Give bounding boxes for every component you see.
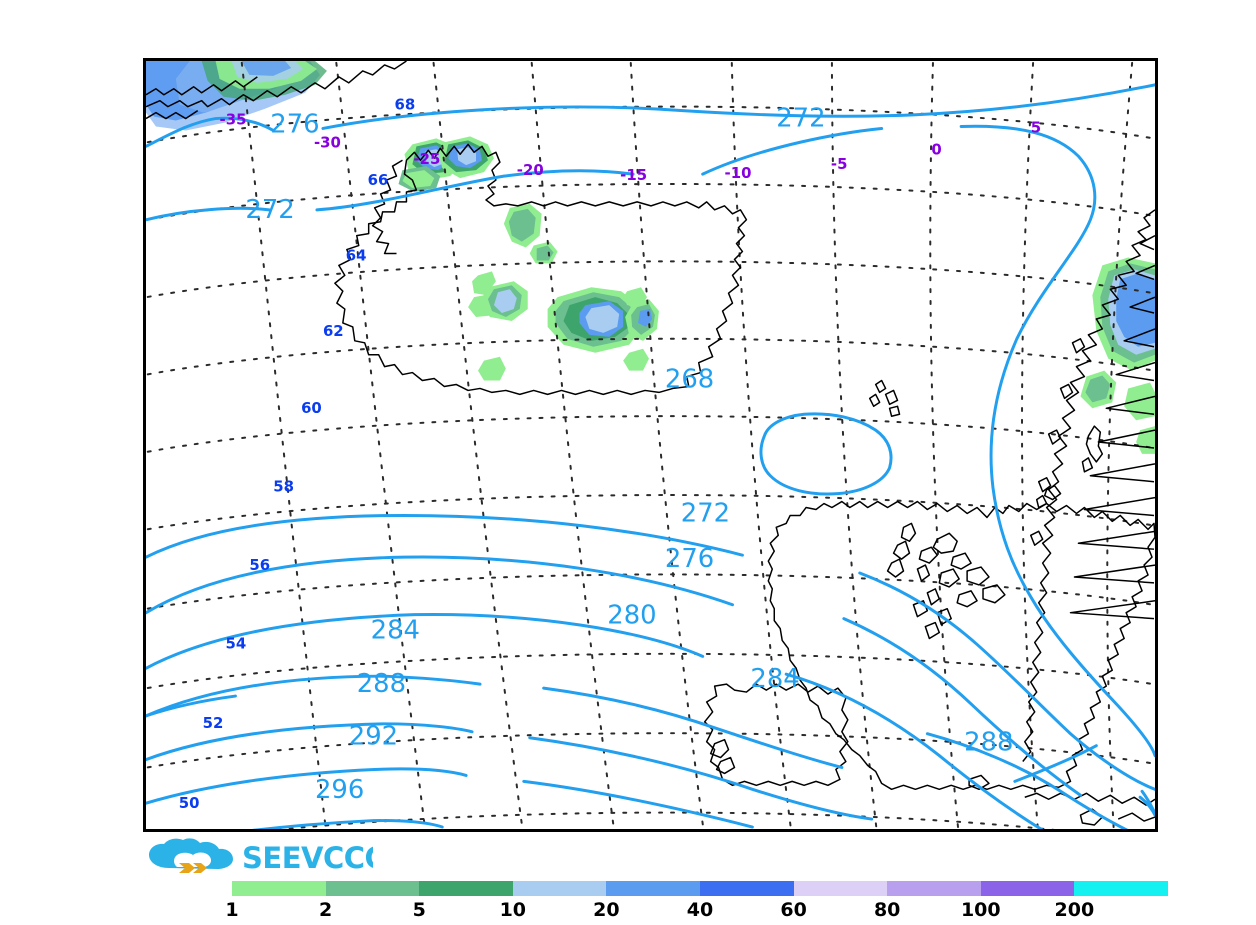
seevccc-logo: SEEVCCC xyxy=(143,838,373,876)
colorbar-segment xyxy=(1074,881,1168,896)
colorbar-segment xyxy=(793,881,888,896)
logo-graphic: SEEVCCC xyxy=(149,838,373,875)
contour-label: 272 xyxy=(245,195,294,225)
colorbar-label: 10 xyxy=(499,899,527,921)
map-panel: 276 272 272 268 272 276 280 284 284 288 … xyxy=(143,58,1158,832)
longitude-label: -5 xyxy=(831,155,848,173)
colorbar-label: 200 xyxy=(1054,899,1095,921)
longitude-label: -30 xyxy=(314,133,341,151)
colorbar-label: 1 xyxy=(225,899,239,921)
colorbar-segment xyxy=(232,881,326,896)
colorbar-segment xyxy=(512,881,607,896)
colorbar-label: 2 xyxy=(318,899,333,921)
latitude-label: 60 xyxy=(301,399,322,417)
latitude-label: 50 xyxy=(179,794,200,812)
contour-label: 272 xyxy=(776,104,825,134)
map-canvas: 276 272 272 268 272 276 280 284 284 288 … xyxy=(146,61,1155,829)
contour-label: 276 xyxy=(270,109,319,139)
colorbar-segment xyxy=(887,881,981,896)
latitude-label: 52 xyxy=(203,714,224,732)
latitude-label: 68 xyxy=(395,96,416,114)
geopotential-contour-layer xyxy=(146,83,1155,829)
colorbar-segment xyxy=(980,881,1075,896)
colorbar-segment xyxy=(699,881,794,896)
latitude-label: 54 xyxy=(226,634,247,652)
snow-colorbar: 1 2 5 10 20 40 60 80 100 200 xyxy=(225,881,1168,923)
colorbar-tick-labels: 1 2 5 10 20 40 60 80 100 200 xyxy=(225,899,1168,923)
contour-label: 288 xyxy=(357,669,406,699)
contour-label: 276 xyxy=(665,544,714,574)
coastline-layer xyxy=(146,61,1155,826)
latitude-label: 62 xyxy=(323,322,344,340)
colorbar-label: 20 xyxy=(593,899,620,921)
colorbar-segment xyxy=(606,881,700,896)
longitude-label: 0 xyxy=(931,140,941,158)
logo-text: SEEVCCC xyxy=(242,841,373,875)
contour-label: 292 xyxy=(349,722,398,752)
contour-label: 272 xyxy=(681,498,730,528)
colorbar-label: 60 xyxy=(780,899,807,921)
latitude-labels-layer: 68 66 64 62 60 58 56 54 52 50 xyxy=(179,96,415,813)
longitude-label: 5 xyxy=(1031,118,1041,136)
longitude-label: -10 xyxy=(725,164,752,182)
contour-label: 296 xyxy=(315,775,364,805)
contour-label: 280 xyxy=(607,601,656,631)
cloud-icon xyxy=(149,838,233,869)
latitude-label: 58 xyxy=(273,478,294,496)
contour-label: 284 xyxy=(750,664,799,694)
latitude-label: 66 xyxy=(368,171,389,189)
latitude-label: 56 xyxy=(249,556,270,574)
colorbar-strip xyxy=(232,881,1168,896)
colorbar-label: 100 xyxy=(960,899,1001,921)
contour-labels-layer: 276 272 272 268 272 276 280 284 284 288 … xyxy=(245,104,1013,806)
contour-label: 268 xyxy=(665,364,714,394)
colorbar-segment xyxy=(325,881,420,896)
longitude-label: -35 xyxy=(220,111,247,129)
longitude-labels-layer: -35 -30 -25 -20 -15 -10 -5 0 5 xyxy=(220,111,1042,185)
latitude-label: 64 xyxy=(346,246,367,264)
longitude-label: -25 xyxy=(413,150,440,168)
contour-label: 284 xyxy=(371,616,420,646)
colorbar-label: 5 xyxy=(412,899,426,921)
longitude-label: -20 xyxy=(517,161,544,179)
colorbar-segment xyxy=(419,881,513,896)
graticule-layer xyxy=(146,61,1155,829)
arrow-icon xyxy=(179,863,207,873)
contour-label: 288 xyxy=(964,728,1013,758)
colorbar-label: 40 xyxy=(686,899,714,921)
colorbar-label: 80 xyxy=(873,899,901,921)
longitude-label: -15 xyxy=(620,166,647,184)
